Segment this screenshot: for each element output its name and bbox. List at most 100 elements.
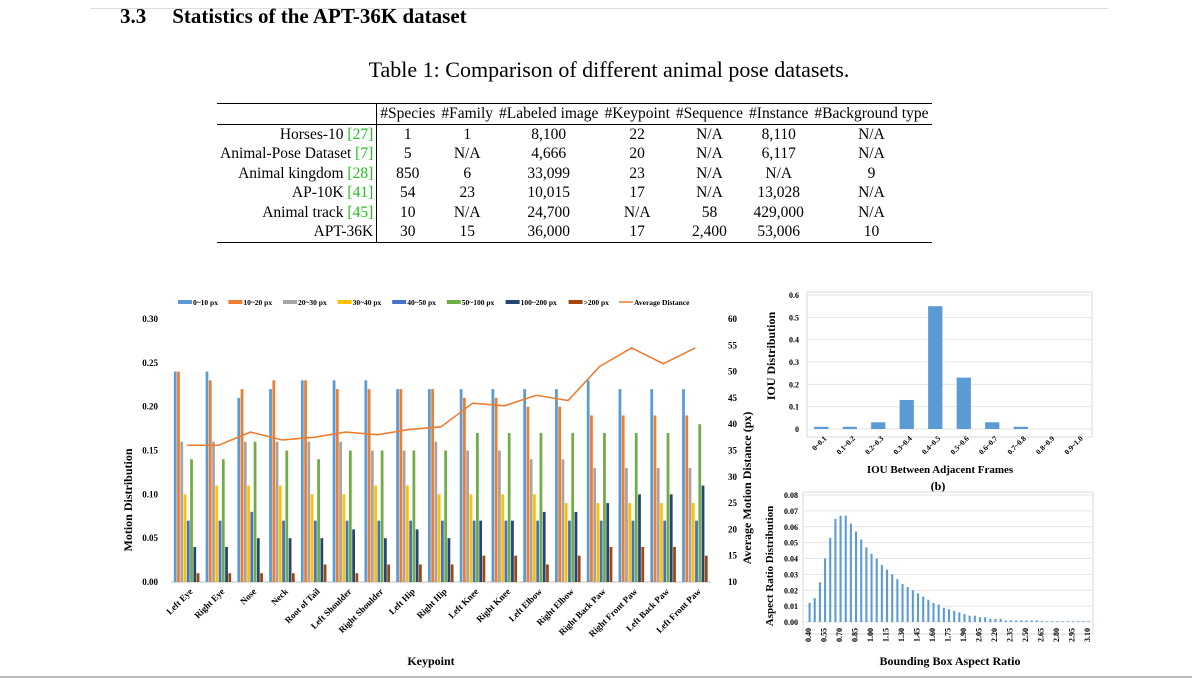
y2-tick-label: 20 xyxy=(728,524,738,534)
table-row: Animal kingdom [28] 850 6 33,099 23 N/A N/A 9 xyxy=(217,163,932,183)
bar xyxy=(307,441,311,582)
table-cell: 15 xyxy=(459,223,475,240)
legend-item: 10~20 px xyxy=(228,298,272,307)
bar xyxy=(444,450,448,582)
x-tick-label: 1.90 xyxy=(959,628,968,642)
bar xyxy=(958,612,961,622)
table-cell: 17 xyxy=(629,184,645,201)
y-tick-label: 0.15 xyxy=(142,446,158,456)
legend-swatch xyxy=(337,300,352,304)
bar xyxy=(571,432,575,582)
table-cell: 24,700 xyxy=(527,203,571,221)
bar xyxy=(999,618,1002,622)
bar xyxy=(603,432,606,582)
bar xyxy=(212,441,215,582)
bar xyxy=(568,520,571,582)
bar xyxy=(511,520,514,582)
table-cell: N/A xyxy=(696,184,723,201)
dataset-name-cell: AP-10K [41] xyxy=(217,183,378,203)
bar xyxy=(370,450,374,582)
bar xyxy=(669,494,673,582)
dataset-name: AP-10K xyxy=(291,184,344,201)
bar xyxy=(631,520,635,582)
legend-label: 30~40 px xyxy=(353,298,382,307)
bar xyxy=(323,564,327,582)
citation-link[interactable]: [41] xyxy=(347,184,374,201)
table-header-cell: #Species xyxy=(380,105,436,122)
table-header-corner xyxy=(217,103,378,124)
legend-item: Average Distance xyxy=(619,298,690,307)
table-cell: 54 xyxy=(400,184,416,201)
table-cell: N/A xyxy=(765,164,793,182)
table-cell: N/A xyxy=(623,203,651,221)
bar xyxy=(896,579,899,622)
table-cell: 10 xyxy=(863,223,880,240)
table-cell: 36,000 xyxy=(527,223,571,240)
y2-tick-label: 30 xyxy=(728,472,738,482)
bar xyxy=(402,450,406,582)
bar xyxy=(374,485,377,582)
bar xyxy=(870,553,873,622)
legend-item: >200 px xyxy=(568,298,609,307)
bar xyxy=(844,515,847,622)
bar xyxy=(183,494,187,582)
bar xyxy=(434,441,438,582)
bar xyxy=(564,503,568,582)
grid-lines xyxy=(807,294,1092,430)
x-tick-label: Neck xyxy=(269,586,290,607)
bar xyxy=(399,389,403,582)
y-tick-label: 0.10 xyxy=(142,489,158,499)
bar xyxy=(808,602,811,622)
table-body: Horses-10 [27] 1 1 8,100 22 N/A 8,110 N/A Animal… xyxy=(217,124,932,242)
y2-tick-label: 55 xyxy=(728,340,738,350)
y-tick-label: 0.30 xyxy=(142,314,158,324)
y2-tick-label: 25 xyxy=(728,498,738,508)
bar xyxy=(1071,621,1074,622)
dataset-name: Animal kingdom xyxy=(238,164,344,182)
bar xyxy=(704,555,708,582)
bar xyxy=(348,450,352,582)
citation-link[interactable]: [28] xyxy=(347,164,374,182)
bar xyxy=(320,538,324,582)
bar xyxy=(599,520,603,582)
bar xyxy=(927,599,930,622)
bar xyxy=(953,610,956,622)
table-cell: 20 xyxy=(629,145,645,162)
citation-link[interactable]: [45] xyxy=(347,203,374,221)
bar xyxy=(173,371,177,582)
table-cell: 850 xyxy=(396,164,420,182)
x-tick-label: 2.20 xyxy=(990,628,999,642)
x-axis-label: Keypoint xyxy=(407,654,454,668)
table-cell: N/A xyxy=(858,184,885,201)
bar xyxy=(1015,620,1018,622)
bar xyxy=(911,590,914,622)
bar xyxy=(498,450,501,582)
y2-tick-label: 50 xyxy=(728,367,738,377)
legend-label: 0~10 px xyxy=(193,298,218,307)
x-tick-label: 2.50 xyxy=(1021,628,1030,642)
bar xyxy=(880,564,883,622)
legend-swatch xyxy=(392,300,407,304)
plot-frame xyxy=(802,491,1094,635)
x-tick-label: 0.40 xyxy=(804,628,813,642)
bar xyxy=(352,529,355,582)
y-tick-label: 0.06 xyxy=(784,523,798,532)
citation-link[interactable]: [7] xyxy=(355,145,374,162)
bar xyxy=(180,441,184,582)
bar xyxy=(431,389,434,582)
bar xyxy=(994,618,997,622)
bar xyxy=(860,539,863,622)
bar xyxy=(514,555,518,582)
bar xyxy=(1035,620,1038,622)
bar xyxy=(237,397,241,582)
table-row: Animal track [45] 10 N/A 24,700 N/A 58 429,000… xyxy=(217,202,932,222)
iou-distribution-chart: 00.10.20.30.40.50.6 0~0.1 0.1~0.2 0.2~0.3 0… xyxy=(764,291,1093,493)
legend-item: 30~40 px xyxy=(337,298,382,307)
dataset-name: Animal-Pose Dataset xyxy=(220,145,352,162)
bar xyxy=(586,380,590,582)
citation-link[interactable]: [27] xyxy=(347,125,374,143)
page-bottom-rule xyxy=(0,676,1192,678)
bar xyxy=(1061,621,1064,622)
bar xyxy=(523,389,527,582)
x-tick-label: Left Eye xyxy=(164,586,194,616)
